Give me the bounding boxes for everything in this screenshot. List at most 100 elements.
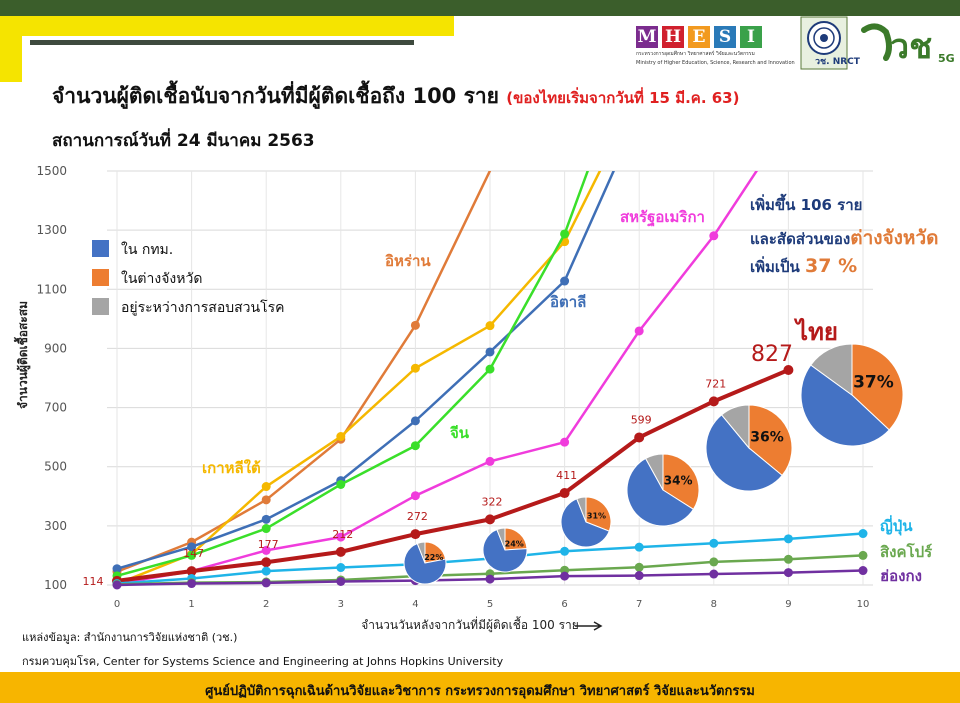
series-point: [709, 231, 719, 241]
series-point: [634, 562, 644, 572]
pie-pct-label: 36%: [750, 430, 784, 446]
series-point: [187, 579, 197, 589]
series-point: [410, 416, 420, 426]
chart-series: [112, 171, 868, 590]
pie-slice-day-4: [403, 542, 447, 585]
increase-line-2: และสัดส่วนของต่างจังหวัด: [750, 223, 938, 253]
series-point: [336, 532, 346, 542]
y-axis-label: จำนวนผู้ติดเชื้อสะสม: [13, 301, 31, 409]
mhesi-letter-i: I: [740, 26, 762, 48]
series-point: [336, 479, 346, 489]
legend-label: ในต่างจังหวัด: [121, 270, 202, 287]
x-tick-label: 9: [785, 599, 791, 610]
series-point: [261, 524, 271, 534]
series-point: [560, 437, 570, 447]
series-line-ไทย: [116, 368, 790, 583]
top-bar: [0, 0, 960, 16]
x-tick-label: 6: [561, 599, 567, 610]
y-tick-label: 500: [44, 460, 67, 474]
y-tick-label: 900: [44, 341, 67, 355]
series-point: [485, 514, 495, 525]
x-tick-label: 10: [857, 599, 870, 610]
series-point: [336, 563, 346, 573]
data-label-thai: 177: [258, 538, 279, 551]
nrct-seal-icon: [800, 16, 848, 70]
pie-pct-label: 37%: [853, 372, 894, 392]
series-label: ญี่ปุ่น: [880, 515, 913, 536]
series-point: [783, 568, 793, 578]
vch-5g-text: 5G: [938, 52, 955, 65]
chart-pies: 22% 24% 31% 34% 36% 37%: [403, 343, 904, 585]
x-tick-label: 4: [412, 599, 418, 610]
data-label-thai: 599: [631, 413, 652, 426]
series-point: [709, 569, 719, 579]
x-tick-label: 7: [636, 599, 642, 610]
series-point: [187, 550, 197, 560]
footer-bar: ศูนย์ปฏิบัติการฉุกเฉินด้านวิจัยและวิชากา…: [0, 672, 960, 703]
data-label-thai: 272: [407, 510, 428, 523]
series-point: [410, 441, 420, 451]
series-label: สหรัฐอเมริกา: [620, 208, 705, 227]
mhesi-subtitle-th: กระทรวงการอุดมศึกษา วิทยาศาสตร์ วิจัยและ…: [636, 51, 755, 57]
series-point: [485, 321, 495, 331]
series-point: [634, 432, 645, 443]
legend-swatch: [92, 269, 109, 286]
x-tick-label: 0: [114, 599, 120, 610]
series-point: [858, 550, 868, 560]
y-tick-label: 300: [44, 519, 67, 533]
increase-line-3a: เพิ่มเป็น: [750, 258, 800, 276]
series-point: [410, 320, 420, 330]
legend-label: ใน กทม.: [121, 241, 173, 258]
series-point: [485, 574, 495, 584]
pie-slice-day-9: [800, 364, 890, 447]
y-tick-label: 100: [44, 578, 67, 592]
pie-slice-day-8: [748, 404, 793, 477]
series-point: [708, 396, 719, 407]
chart-axes: 100 300 500 700 900 1100 1300 1500 0 1 2 3 4 5 6 7 8 9 10 จ…: [13, 164, 869, 633]
mhesi-letter-s: S: [714, 26, 736, 48]
y-tick-label: 700: [44, 401, 67, 415]
page-subtitle: สถานการณ์วันที่ 24 มีนาคม 2563: [52, 131, 315, 151]
series-point: [261, 545, 271, 555]
increase-line-3: เพิ่มเป็น 37 %: [750, 255, 857, 279]
y-tick-label: 1300: [36, 223, 67, 237]
data-label-thai: 147: [183, 547, 204, 560]
series-point: [634, 571, 644, 581]
mhesi-letter-h: H: [662, 26, 684, 48]
series-point: [560, 546, 570, 556]
pie-slice-day-5: [496, 527, 506, 551]
pie-slice-day-8: [720, 404, 750, 450]
series-point: [186, 566, 197, 577]
series-point: [410, 491, 420, 501]
mhesi-letter-m: M: [636, 26, 658, 48]
pie-slice-day-9: [810, 343, 853, 396]
series-line-เกาหลีใต้: [116, 171, 602, 585]
pie-slice-day-7: [626, 457, 695, 527]
pie-slice-day-9: [851, 343, 904, 431]
x-tick-label: 8: [711, 599, 717, 610]
pie-pct-label: 31%: [587, 511, 606, 520]
thai-final-value: 827: [751, 342, 793, 367]
series-label: อิตาลี: [550, 293, 586, 311]
title-underline: [30, 40, 414, 45]
footer-text: ศูนย์ปฏิบัติการฉุกเฉินด้านวิจัยและวิชากา…: [205, 684, 755, 699]
pie-pct-label: 22%: [424, 553, 443, 562]
pie-pct-label: 24%: [505, 540, 524, 549]
series-label: เกาหลีใต้: [202, 459, 261, 477]
series-point: [858, 529, 868, 539]
series-label: อิหร่าน: [385, 252, 431, 270]
series-line-อิหร่าน: [116, 171, 492, 573]
series-label: สิงคโปร์: [880, 542, 933, 561]
legend-swatch: [92, 298, 109, 315]
increase-line-3b: 37 %: [805, 255, 858, 277]
y-tick-label: 1100: [36, 282, 67, 296]
series-point: [410, 529, 421, 540]
pie-slice-day-5: [482, 528, 528, 573]
pie-slice-day-6: [560, 498, 610, 548]
series-line-จีน: [116, 171, 590, 578]
x-axis-arrow: [575, 621, 603, 631]
